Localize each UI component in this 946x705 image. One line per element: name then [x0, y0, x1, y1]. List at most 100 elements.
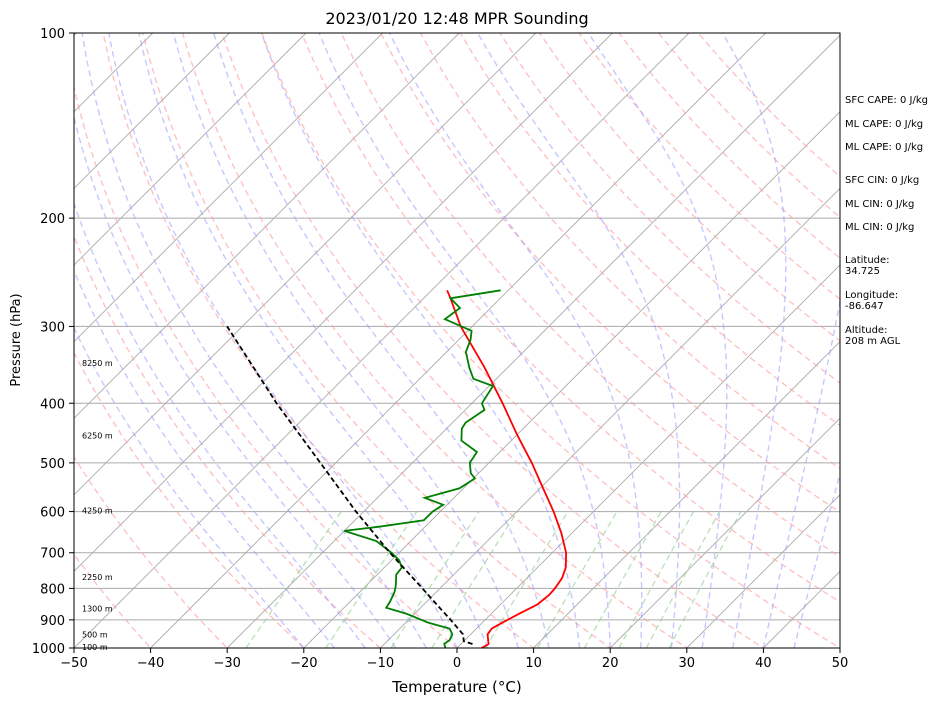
height-label: 4250 m [82, 507, 113, 516]
height-label: 6250 m [82, 432, 113, 441]
mixing-ratio-line [431, 511, 518, 648]
x-tick-label: 20 [602, 656, 619, 671]
moist-adiabat-line [172, 33, 519, 648]
mixing-ratio-line [668, 511, 742, 648]
x-tick-label: −40 [137, 656, 164, 671]
dry-adiabat-line [74, 84, 459, 648]
isotherm-line [74, 33, 460, 419]
dry-adiabat-line [74, 351, 305, 648]
dry-adiabat-line [102, 33, 535, 648]
mixing-ratio-line [583, 511, 662, 648]
moist-adiabat-line [721, 33, 787, 648]
x-tick-label: −20 [290, 656, 317, 671]
height-label: 1300 m [82, 604, 113, 613]
mixing-ratio-line [618, 511, 695, 648]
dry-adiabat-line [74, 234, 382, 648]
y-tick-label: 800 [40, 582, 65, 597]
isotherm-line [150, 33, 766, 648]
ml-cin-label-2: ML CIN: 0 J/kg [845, 222, 915, 233]
ml-cape-label: ML CAPE: 0 J/kg [845, 119, 924, 130]
isotherm-line [226, 34, 840, 648]
dry-adiabat-line [221, 33, 765, 648]
moist-adiabat-line [74, 268, 335, 648]
dry-adiabat-line [459, 33, 840, 427]
dry-adiabat-line [380, 33, 840, 514]
mixing-ratio-line [325, 511, 418, 648]
isotherm-line [686, 494, 840, 648]
y-tick-label: 100 [40, 27, 65, 42]
isotherm-line [74, 33, 537, 496]
dry-adiabat-line [74, 553, 152, 648]
isotherm-line [609, 417, 840, 648]
y-tick-label: 300 [40, 320, 65, 335]
isotherm-line [74, 33, 230, 190]
sounding-lines [226, 289, 568, 648]
ml-cape-label-2: ML CAPE: 0 J/kg [845, 142, 924, 153]
isotherm-line [74, 33, 383, 343]
y-tick-label: 200 [40, 212, 65, 227]
y-axis-label: Pressure (hPa) [9, 293, 24, 386]
x-tick-label: −30 [213, 656, 240, 671]
isotherm-line [533, 340, 840, 648]
x-tick-label: 30 [679, 656, 696, 671]
temperature-profile [446, 289, 568, 648]
mixing-ratio-line [390, 511, 480, 648]
moist-adiabat-line [74, 201, 366, 648]
moist-adiabat-line [793, 471, 840, 648]
longitude-label: Longitude: -86.647 [845, 290, 899, 312]
dry-adiabat-line [74, 455, 229, 648]
height-label: 500 m [82, 631, 108, 640]
chart-title: 2023/01/20 12:48 MPR Sounding [325, 9, 588, 28]
isotherm-line [74, 33, 307, 266]
dry-adiabat-line [419, 33, 840, 470]
x-tick-label: 10 [525, 656, 542, 671]
dry-adiabat-line [300, 33, 840, 603]
y-tick-label: 500 [40, 457, 65, 472]
dry-adiabat-line [181, 33, 689, 648]
mixing-ratio-line [484, 511, 569, 648]
sfc-cape-label: SFC CAPE: 0 J/kg [845, 95, 928, 106]
moist-adiabat-line [762, 297, 840, 648]
sfc-cin-label: SFC CIN: 0 J/kg [845, 175, 920, 186]
dry-adiabat-line [578, 33, 840, 301]
x-tick-label: −10 [367, 656, 394, 671]
y-tick-label: 900 [40, 614, 65, 629]
y-tick-label: 400 [40, 397, 65, 412]
latitude-label: Latitude: 34.725 [845, 255, 890, 277]
altitude-label: Altitude: 208 m AGL [845, 325, 901, 347]
y-tick-label: 700 [40, 547, 65, 562]
dry-adiabat-line [142, 33, 612, 648]
moist-adiabat-line [260, 33, 581, 648]
plot-frame [73, 32, 841, 649]
y-tick-label: 1000 [32, 642, 65, 657]
x-tick-label: 50 [832, 656, 849, 671]
isotherm-line [74, 33, 613, 573]
x-tick-label: 40 [755, 656, 772, 671]
mixing-ratio-line [645, 511, 720, 648]
x-tick-label: −50 [60, 656, 87, 671]
moist-adiabat-line [108, 33, 458, 648]
y-axis: 100 200 300 400 500 600 700 800 900 1000 [32, 27, 74, 657]
moist-adiabat-line [74, 114, 397, 648]
moist-adiabat-line [587, 33, 728, 648]
dry-adiabat-line [340, 33, 840, 558]
moist-adiabat-line [318, 33, 611, 648]
moist-adiabat-line [388, 33, 643, 648]
ml-cin-label: ML CIN: 0 J/kg [845, 199, 915, 210]
isotherm-line [74, 33, 690, 648]
moist-adiabat-line [138, 33, 489, 648]
height-label: 8250 m [82, 359, 113, 368]
background-lines [74, 33, 840, 648]
isotherm-line [303, 111, 840, 648]
x-axis-label: Temperature (°C) [391, 678, 521, 696]
x-tick-label: 0 [453, 656, 461, 671]
height-label: 2250 m [82, 573, 113, 582]
moist-adiabat-line [81, 33, 427, 648]
mixing-ratio-line [536, 511, 618, 648]
moist-adiabat-line [476, 33, 681, 648]
isotherm-line [380, 187, 840, 648]
dry-adiabat-line [261, 33, 840, 648]
dewpoint-profile [344, 289, 501, 648]
